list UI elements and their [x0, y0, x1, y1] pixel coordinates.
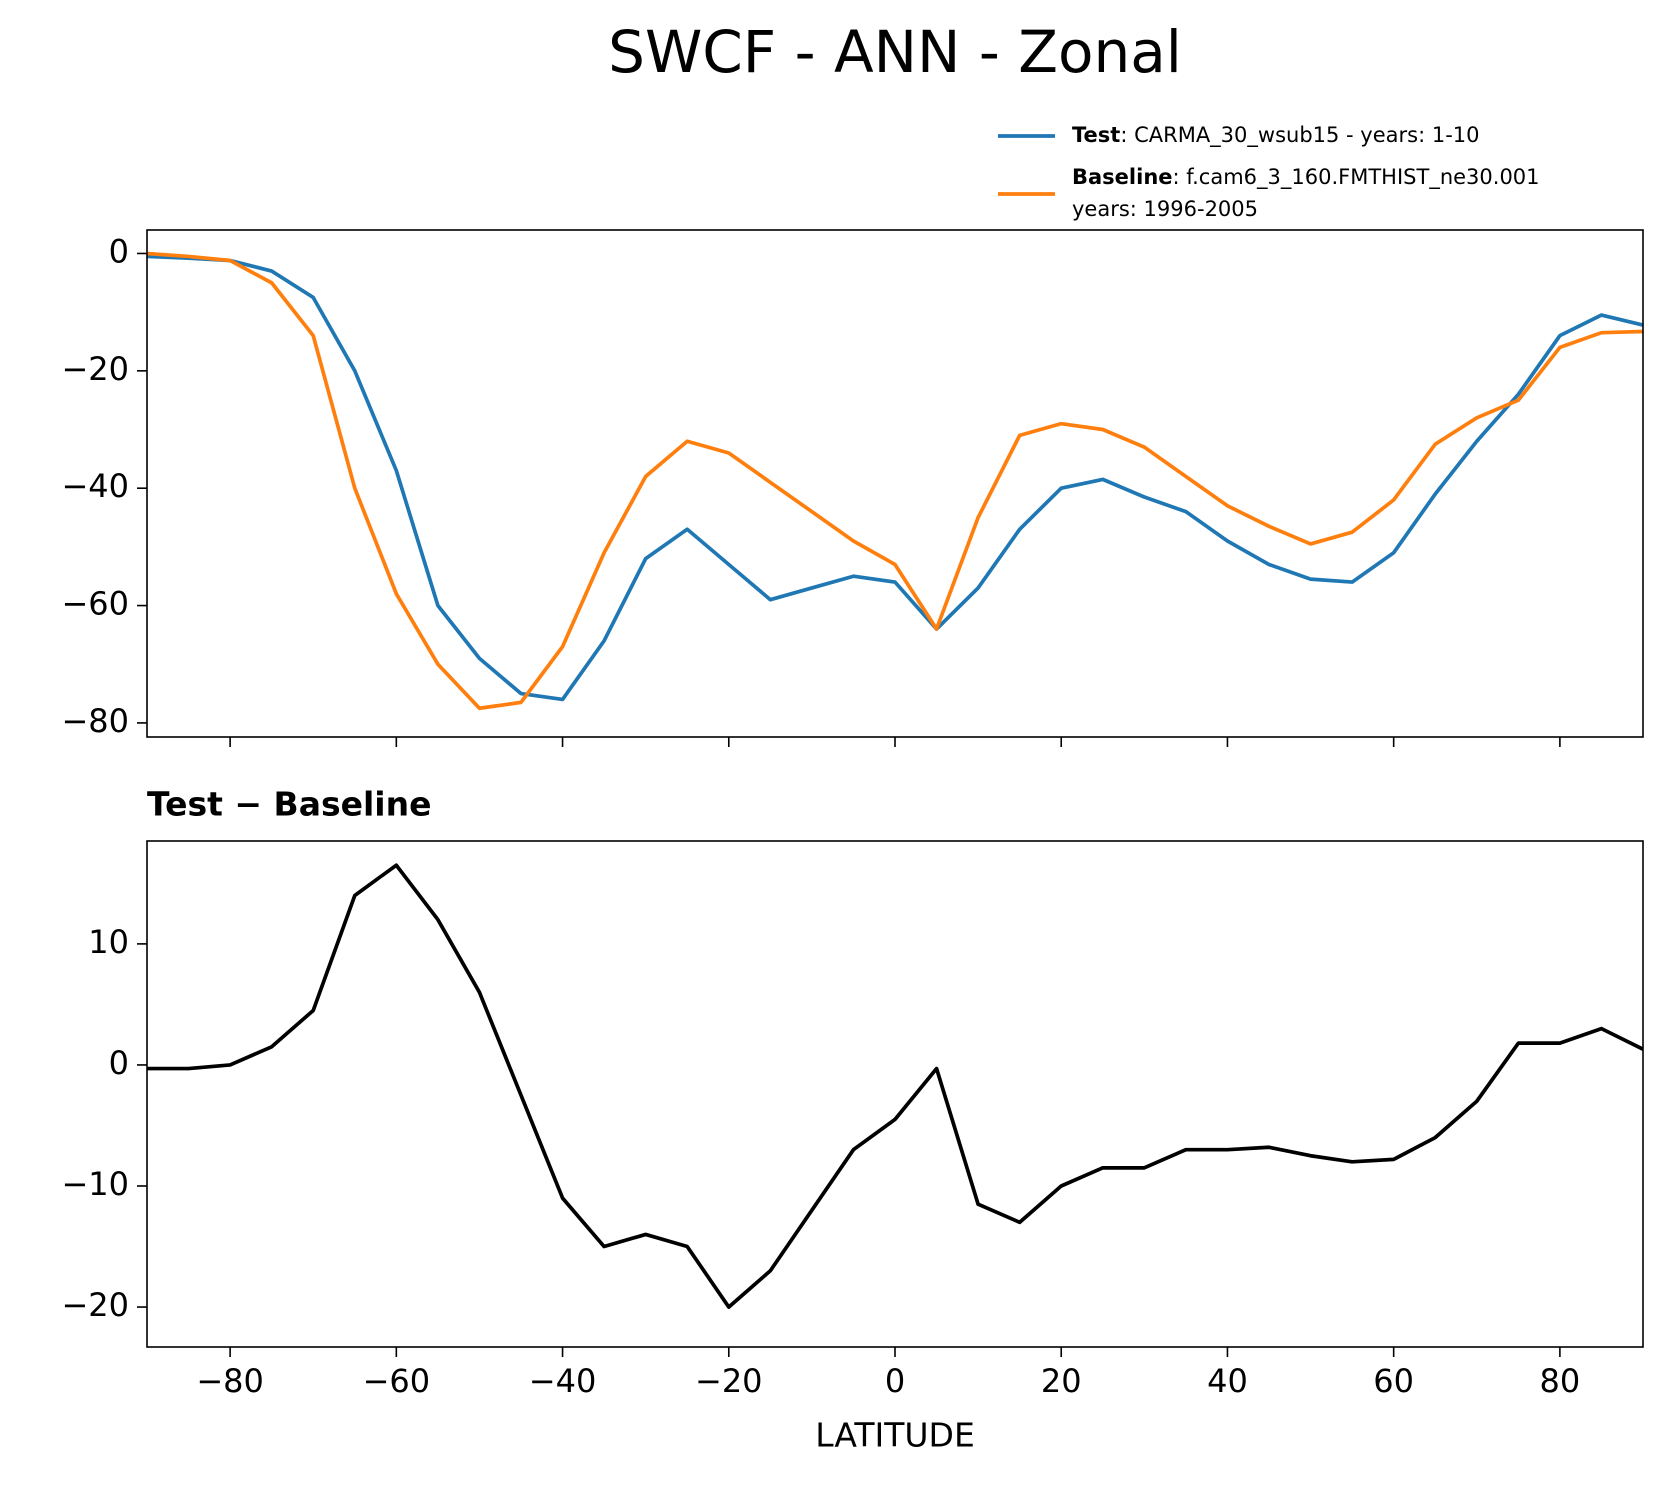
legend-name: Test [1072, 123, 1120, 147]
x-tick-label: 40 [1207, 1362, 1248, 1400]
y-tick-label: −40 [61, 467, 129, 505]
axes-frame [146, 840, 1644, 1348]
y-tick-label: −20 [61, 350, 129, 388]
y-tick-label: −80 [61, 702, 129, 740]
panel-title: Test − Baseline [147, 785, 432, 824]
x-axis-label: LATITUDE [815, 1416, 975, 1455]
legend-label: years: 1996-2005 [1072, 197, 1258, 221]
suptitle: SWCF - ANN - Zonal [608, 18, 1182, 86]
y-tick-label: −60 [61, 585, 129, 623]
x-tick-label: 60 [1373, 1362, 1414, 1400]
legend-text: years: 1996-2005 [1072, 197, 1258, 221]
x-tick-label: 80 [1540, 1362, 1581, 1400]
x-tick-label: 0 [885, 1362, 905, 1400]
legend-text: : f.cam6_3_160.FMTHIST_ne30.001 [1173, 165, 1540, 190]
series-line [147, 863, 1643, 1309]
x-tick-label: 20 [1041, 1362, 1082, 1400]
series-line [147, 254, 1643, 702]
x-tick-label: −60 [363, 1362, 431, 1400]
y-tick-label: −10 [61, 1165, 129, 1203]
x-tick-label: −80 [196, 1362, 264, 1400]
x-tick-label: −20 [695, 1362, 763, 1400]
y-tick-label: −20 [61, 1286, 129, 1324]
y-tick-label: 0 [109, 232, 129, 270]
y-tick-label: 10 [88, 923, 129, 961]
legend-label: Test: CARMA_30_wsub15 - years: 1-10 [1072, 123, 1480, 148]
series-line [147, 251, 1643, 711]
legend-text: : CARMA_30_wsub15 - years: 1-10 [1120, 123, 1479, 148]
legend-label: Baseline: f.cam6_3_160.FMTHIST_ne30.001 [1072, 165, 1540, 190]
x-tick-label: −40 [529, 1362, 597, 1400]
legend-name: Baseline [1072, 165, 1173, 189]
y-tick-label: 0 [109, 1044, 129, 1082]
axes-frame [146, 229, 1644, 738]
